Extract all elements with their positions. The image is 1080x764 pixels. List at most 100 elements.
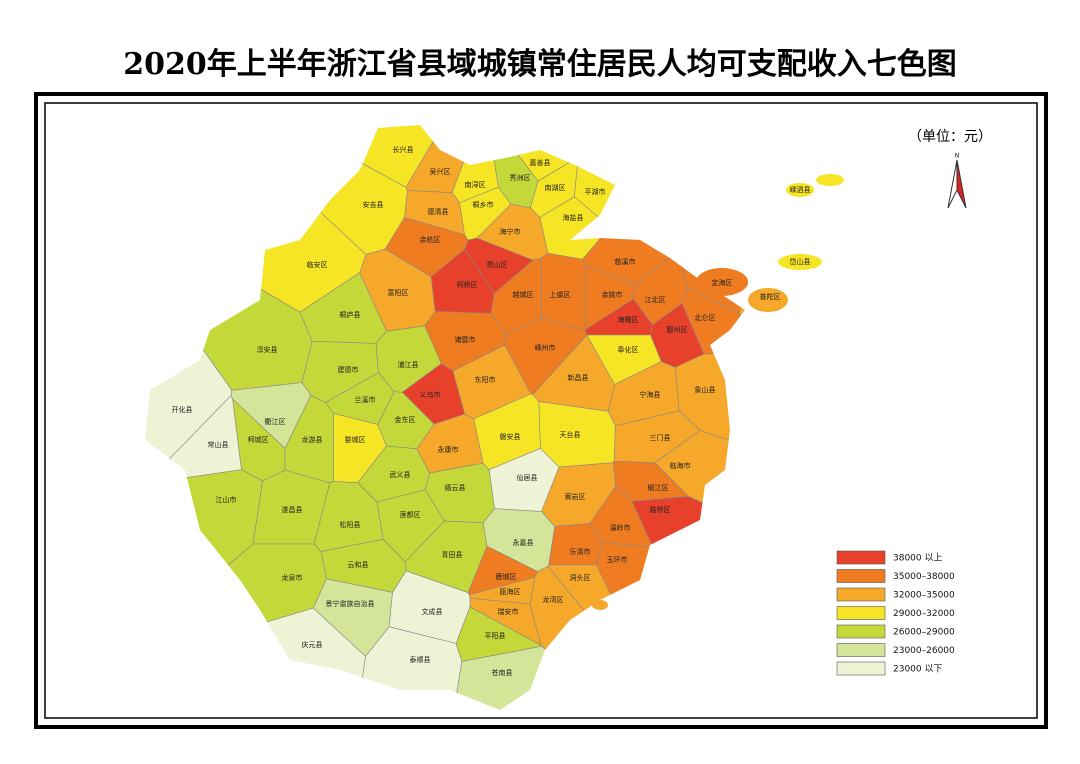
- north-arrow: N: [947, 153, 967, 209]
- county-label: 海宁市: [500, 227, 521, 236]
- inner-frame: [44, 102, 1038, 719]
- county-label: 婺城区: [345, 435, 366, 444]
- county-label: 柯城区: [248, 435, 269, 444]
- county-area: [696, 125, 844, 227]
- county-label: 鄞州区: [667, 325, 688, 334]
- county-label: 吴兴区: [430, 167, 451, 176]
- county-label: 奉化区: [618, 345, 639, 354]
- county-area: [145, 125, 367, 313]
- legend-label: 32000–35000: [893, 591, 955, 601]
- svg-text:N: N: [955, 153, 960, 160]
- county-label: 柯桥区: [457, 280, 478, 289]
- county-label: 磐安县: [500, 432, 521, 441]
- legend-label: 35000–38000: [893, 572, 955, 582]
- county-label: 常山县: [208, 440, 229, 449]
- county-label: 洞头区: [570, 573, 591, 582]
- county-label: 平湖市: [585, 187, 606, 196]
- county-label: 兰溪市: [355, 395, 376, 404]
- county-area: [548, 523, 602, 566]
- county-area: [145, 607, 366, 710]
- county-area: [738, 254, 844, 549]
- county-label: 慈溪市: [615, 257, 636, 266]
- county-label: 永康市: [438, 445, 459, 454]
- county-label: 江山市: [216, 495, 237, 504]
- county-label: 浦江县: [398, 360, 419, 369]
- county-label: 秀洲区: [510, 173, 531, 182]
- county-label: 上虞区: [550, 290, 571, 299]
- county-label: 泰顺县: [410, 655, 431, 664]
- county-label: 宁海县: [640, 390, 661, 399]
- county-area: [202, 125, 408, 255]
- county-area: [631, 496, 844, 710]
- county-label: 江北区: [645, 296, 666, 304]
- county-label: 温岭市: [610, 523, 631, 532]
- county-label: 青田县: [442, 550, 463, 559]
- county-label: 玉环市: [607, 555, 628, 564]
- county-label: 越城区: [513, 290, 534, 299]
- county-label: 鹿城区: [496, 572, 517, 581]
- county-label: 龙湾区: [543, 595, 564, 604]
- county-area: [654, 430, 844, 656]
- county-label: 缙云县: [445, 483, 466, 492]
- legend-swatch: [836, 624, 886, 639]
- county-label: 安吉县: [363, 200, 384, 209]
- county-label: 瓯海区: [500, 587, 521, 596]
- county-label: 临安区: [307, 260, 328, 269]
- legend-swatch: [836, 661, 886, 676]
- county-label: 萧山区: [487, 260, 508, 269]
- legend-swatch: [836, 587, 886, 602]
- county-label: 建德市: [338, 365, 359, 374]
- county-area: [574, 125, 698, 228]
- legend: 38000 以上 35000–38000 32000–35000 29000–3200…: [836, 550, 955, 676]
- county-label: 三门县: [650, 433, 671, 442]
- county-label: 普陀区: [760, 292, 781, 301]
- county-label: 武义县: [390, 470, 411, 479]
- county-label: 平阳县: [485, 631, 506, 640]
- county-label: 南湖区: [545, 183, 566, 192]
- county-label: 余姚市: [602, 290, 623, 299]
- county-label: 莲都区: [400, 510, 421, 519]
- county-label: 桐庐县: [340, 310, 361, 319]
- county-label: 临海市: [670, 461, 691, 470]
- legend-label: 23000–26000: [893, 646, 955, 656]
- county-label: 路桥区: [650, 505, 671, 514]
- legend-label: 26000–29000: [893, 628, 955, 638]
- legend-swatch: [836, 606, 886, 620]
- county-label: 乐清市: [570, 547, 591, 556]
- county-label: 龙游县: [302, 435, 323, 444]
- county-label: 黄岩区: [565, 492, 586, 501]
- legend-swatch: [836, 643, 886, 657]
- county-areas: [145, 125, 844, 710]
- county-label: 定海区: [712, 278, 733, 287]
- county-label: 遂昌县: [282, 505, 303, 514]
- county-label: 云和县: [348, 560, 369, 569]
- county-label: 仙居县: [517, 473, 538, 482]
- county-label: 海盐县: [563, 213, 584, 222]
- county-label: 嘉善县: [530, 158, 551, 167]
- county-label: 嵊州市: [535, 343, 556, 352]
- county-label: 诸暨市: [455, 335, 476, 344]
- county-area: [145, 469, 263, 706]
- county-area: [596, 542, 844, 710]
- county-label: 瑞安市: [498, 607, 519, 616]
- title: 2020年上半年浙江省县域城镇常住居民人均可支配收入七色图: [123, 47, 957, 82]
- county-label: 永嘉县: [513, 538, 534, 547]
- county-label: 新昌县: [568, 373, 589, 382]
- county-label: 富阳区: [388, 288, 409, 297]
- county-label: 南浔区: [465, 180, 486, 189]
- county-label: 衢江区: [265, 417, 286, 426]
- county-label: 海曙区: [618, 315, 639, 324]
- county-label: 苍南县: [492, 668, 513, 677]
- legend-label: 38000 以上: [893, 553, 943, 564]
- legend-label: 23000 以下: [893, 665, 943, 675]
- county-label: 椒江区: [648, 483, 669, 492]
- county-label: 景宁畲族自治县: [326, 599, 375, 608]
- county-label: 嵊泗县: [790, 185, 811, 194]
- county-label: 北仑区: [695, 313, 716, 322]
- county-label: 龙泉市: [282, 573, 303, 582]
- county-label: 长兴县: [393, 145, 414, 154]
- county-label: 淳安县: [257, 345, 278, 354]
- county-label: 文成县: [422, 607, 443, 616]
